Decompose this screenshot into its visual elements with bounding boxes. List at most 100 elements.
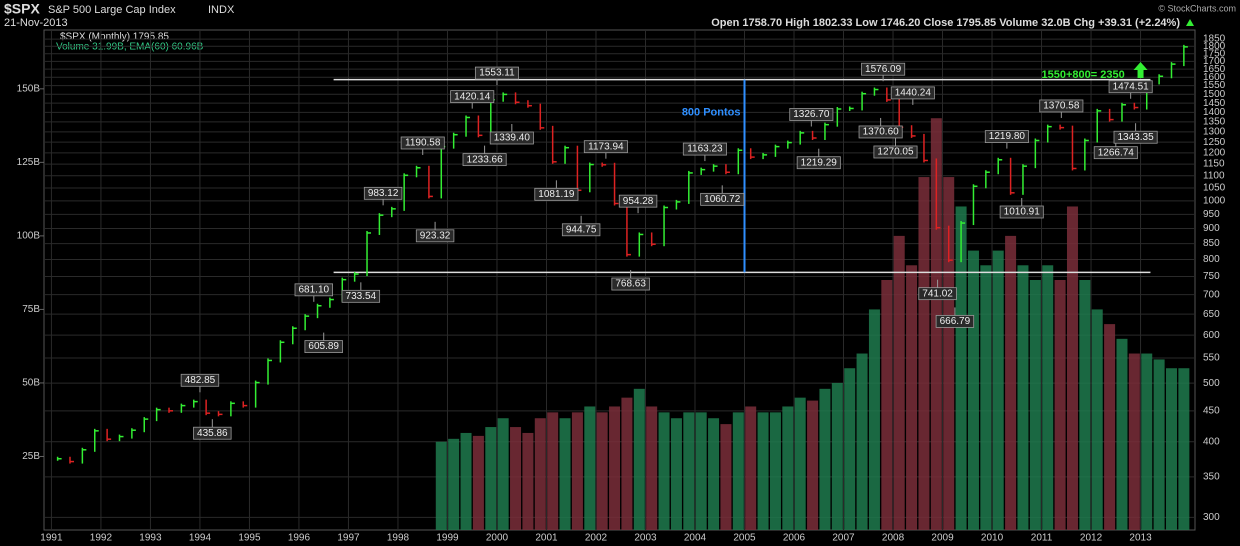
y2-tick-label: 75B: [22, 304, 40, 315]
index-name: S&P 500 Large Cap Index: [48, 4, 176, 16]
volume-bar: [633, 388, 645, 530]
volume-bar: [732, 412, 744, 530]
annotation-label: 1233.66: [467, 154, 504, 165]
legend-price: $SPX (Monthly) 1795.85: [60, 32, 169, 43]
annotation-box: [611, 277, 650, 291]
x-tick-label: 2010: [981, 533, 1004, 544]
annotation-label: 1553.11: [479, 68, 515, 79]
volume-bar: [596, 412, 608, 530]
annotation-label: 1266.74: [1098, 147, 1135, 158]
y-tick-label: 1050: [1203, 183, 1226, 194]
annotation-box: [304, 340, 343, 353]
y-tick-label: 1200: [1203, 148, 1226, 159]
volume-bar: [646, 406, 658, 530]
volume-bar: [534, 418, 546, 530]
y-tick-label: 750: [1203, 271, 1220, 282]
y-tick-label: 1350: [1203, 117, 1226, 128]
volume-bar: [1165, 368, 1177, 530]
y-tick-label: 450: [1203, 405, 1220, 416]
volume-bar: [967, 250, 979, 530]
annotation-box: [294, 283, 334, 297]
annotation-label: 1474.51: [1113, 81, 1150, 92]
x-tick-label: 1991: [40, 533, 63, 544]
x-tick-label: 2009: [931, 533, 954, 544]
volume-bar: [547, 412, 559, 530]
y-tick-label: 1750: [1203, 48, 1226, 59]
annotation-label: 1270.05: [877, 147, 914, 158]
volume-bar: [1042, 265, 1054, 530]
volume-bar: [1017, 265, 1029, 530]
annotation-label: 1370.58: [1043, 101, 1080, 112]
volume-bar: [1178, 368, 1190, 530]
annotation-box: [935, 315, 975, 328]
y-tick-label: 1150: [1203, 159, 1225, 170]
y-tick-label: 350: [1203, 472, 1220, 483]
y-tick-label: 1100: [1203, 170, 1225, 181]
x-tick-label: 2007: [832, 533, 855, 544]
annotation-box: [415, 229, 455, 243]
y-tick-label: 550: [1203, 353, 1220, 364]
annotation-box: [193, 426, 232, 440]
y-tick-label: 1450: [1203, 98, 1226, 109]
annotation-label: 435.86: [197, 428, 228, 439]
volume-bar: [782, 406, 794, 530]
annotation-box: [462, 153, 507, 167]
volume-bar: [1128, 353, 1140, 530]
annotation-label: 1060.72: [704, 194, 741, 205]
volume-bar: [695, 412, 707, 530]
annotation-box: [180, 373, 220, 387]
volume-bar: [757, 412, 769, 530]
target-label: 1550+800= 2350: [1042, 69, 1125, 81]
volume-bar: [1066, 206, 1078, 530]
annotation-box: [890, 86, 935, 100]
volume-bar: [460, 432, 472, 530]
annotation-label: 605.89: [308, 341, 339, 352]
volume-bar: [992, 250, 1004, 530]
ohlc-summary: Open 1758.70 High 1802.33 Low 1746.20 Cl…: [711, 17, 1180, 29]
volume-bar: [1005, 235, 1017, 530]
volume-bar: [497, 418, 509, 530]
y-tick-label: 950: [1203, 209, 1220, 220]
annotation-label: 681.10: [299, 284, 330, 295]
x-tick-label: 2000: [486, 533, 509, 544]
x-tick-label: 2008: [882, 533, 905, 544]
legend-volume: Volume 31.99B, EMA(60) 60.96B: [56, 42, 204, 53]
y-tick-label: 1550: [1203, 80, 1226, 91]
annotation-label: 1339.40: [494, 133, 531, 144]
volume-bar: [745, 406, 757, 530]
annotation-label: 954.28: [623, 196, 654, 207]
volume-bar: [559, 418, 571, 530]
volume-bar: [609, 406, 621, 530]
annotation-label: 482.85: [185, 375, 216, 386]
annotation-label: 1190.58: [405, 138, 441, 149]
exchange: INDX: [208, 4, 235, 16]
annotation-label: 666.79: [940, 316, 971, 327]
y-tick-label: 1850: [1203, 34, 1226, 45]
volume-bar: [955, 206, 967, 530]
annotation-label: 768.63: [615, 279, 646, 290]
annotation-label: 923.32: [420, 230, 451, 241]
annotation-label: 1370.60: [863, 127, 900, 138]
annotation-box: [341, 289, 381, 303]
annotation-box: [1093, 146, 1138, 160]
x-tick-label: 2001: [535, 533, 558, 544]
y-tick-label: 650: [1203, 309, 1220, 320]
x-tick-label: 2013: [1129, 533, 1152, 544]
annotation-box: [489, 131, 534, 145]
annotation-box: [400, 136, 445, 150]
volume-bar: [831, 382, 843, 530]
volume-bar: [1054, 280, 1066, 530]
annotation-label: 733.54: [346, 291, 377, 302]
volume-bar: [584, 406, 596, 530]
y-tick-label: 1800: [1203, 41, 1226, 52]
annotation-box: [796, 156, 841, 170]
y2-tick-label: 100B: [17, 231, 41, 242]
annotation-label: 1081.19: [538, 189, 575, 200]
volume-bar: [510, 427, 522, 530]
volume-bar: [683, 412, 695, 530]
volume-bar: [522, 432, 534, 530]
annotation-box: [363, 186, 403, 200]
credit: © StockCharts.com: [1158, 3, 1236, 13]
annotation-box: [583, 140, 628, 154]
y-tick-label: 400: [1203, 436, 1220, 447]
